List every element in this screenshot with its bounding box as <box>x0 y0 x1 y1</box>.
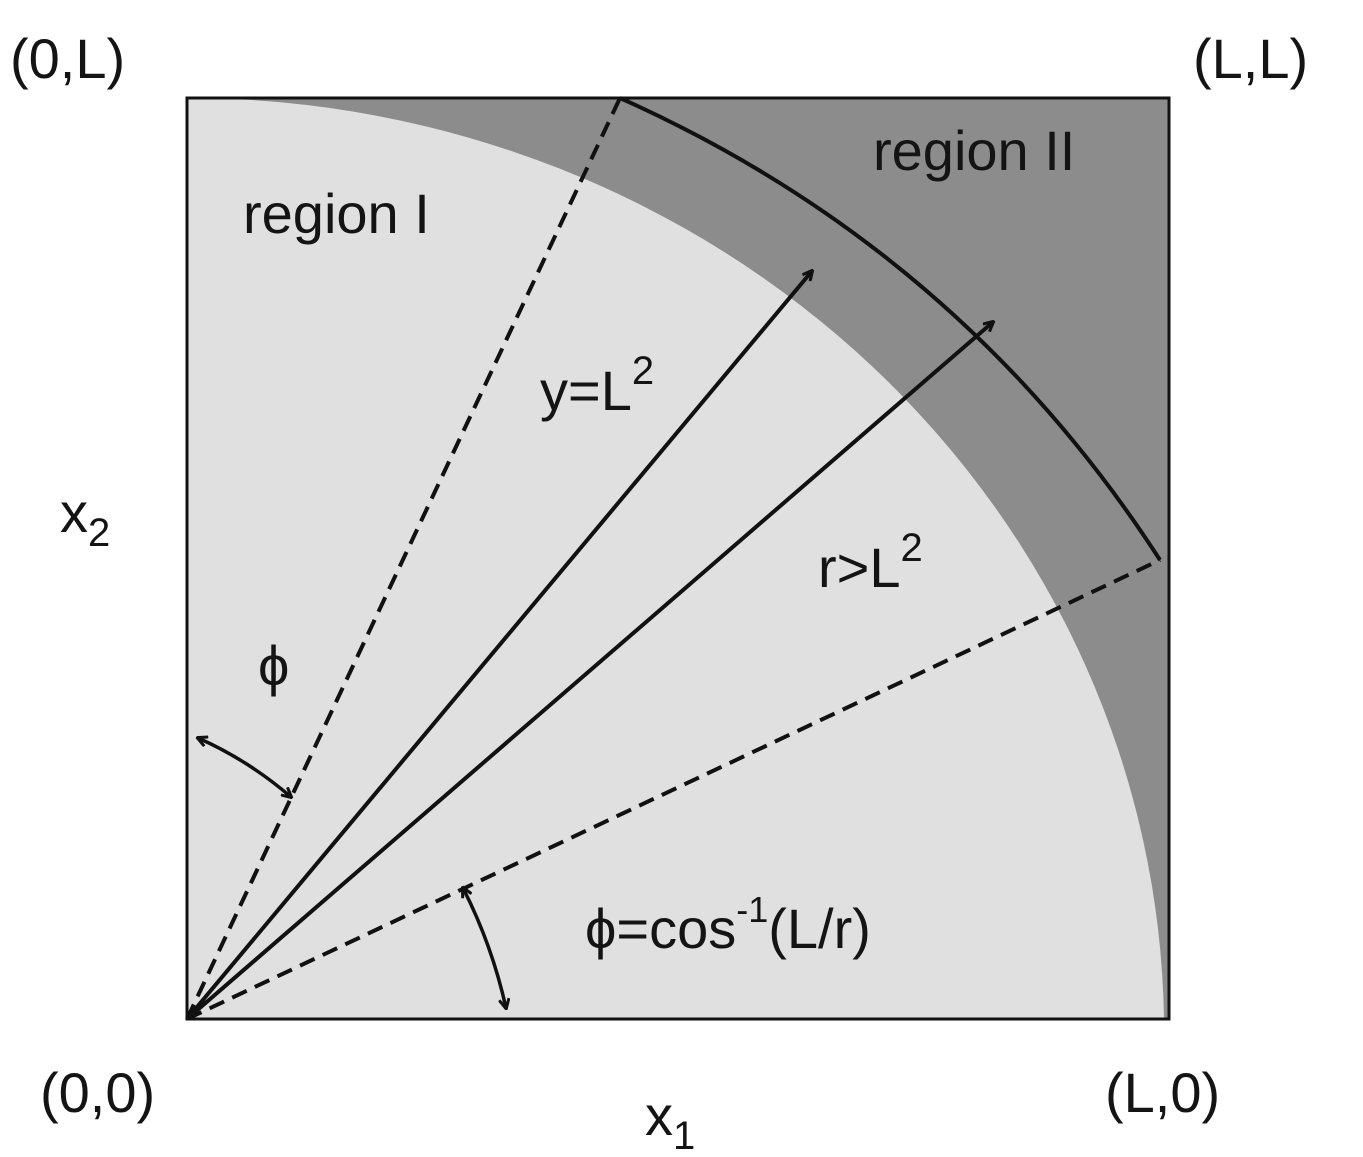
corner-label-top-left: (0,L) <box>10 27 125 90</box>
corner-label-top-right: (L,L) <box>1193 27 1308 90</box>
phi-label: ϕ <box>258 634 289 697</box>
corner-label-bottom-left: (0,0) <box>40 1061 155 1124</box>
region-2-label: region II <box>873 119 1075 182</box>
region-1-label: region I <box>243 182 430 245</box>
phi-formula-label: ϕ=cos-1(L/r) <box>585 889 871 960</box>
corner-label-bottom-right: (L,0) <box>1105 1061 1220 1124</box>
axis-label-x2: x2 <box>60 481 110 555</box>
axis-label-x1: x1 <box>645 1084 695 1157</box>
